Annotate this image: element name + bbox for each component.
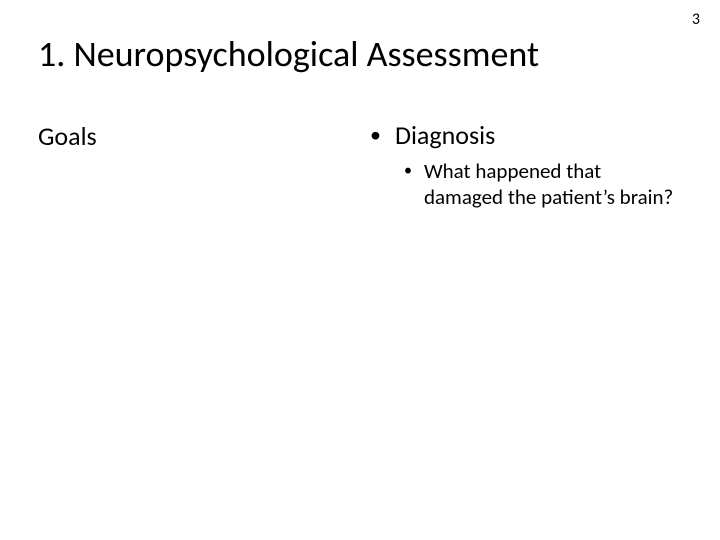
subbullet-text: What happened that damaged the patient’s… [424, 158, 674, 210]
slide-title: 1. Neuropsychological Assessment [38, 32, 539, 76]
bullet-text: Diagnosis [395, 120, 495, 150]
page-number: 3 [692, 10, 700, 29]
bullet-diagnosis: • Diagnosis [370, 120, 680, 150]
subbullet-what-happened: • What happened that damaged the patient… [404, 158, 680, 210]
bullet-marker-icon: • [404, 158, 412, 184]
bullet-marker-icon: • [370, 120, 381, 150]
left-heading: Goals [38, 120, 338, 152]
left-column: Goals [38, 120, 338, 152]
slide: 3 1. Neuropsychological Assessment Goals… [0, 0, 720, 540]
right-column: • Diagnosis • What happened that damaged… [370, 120, 680, 210]
